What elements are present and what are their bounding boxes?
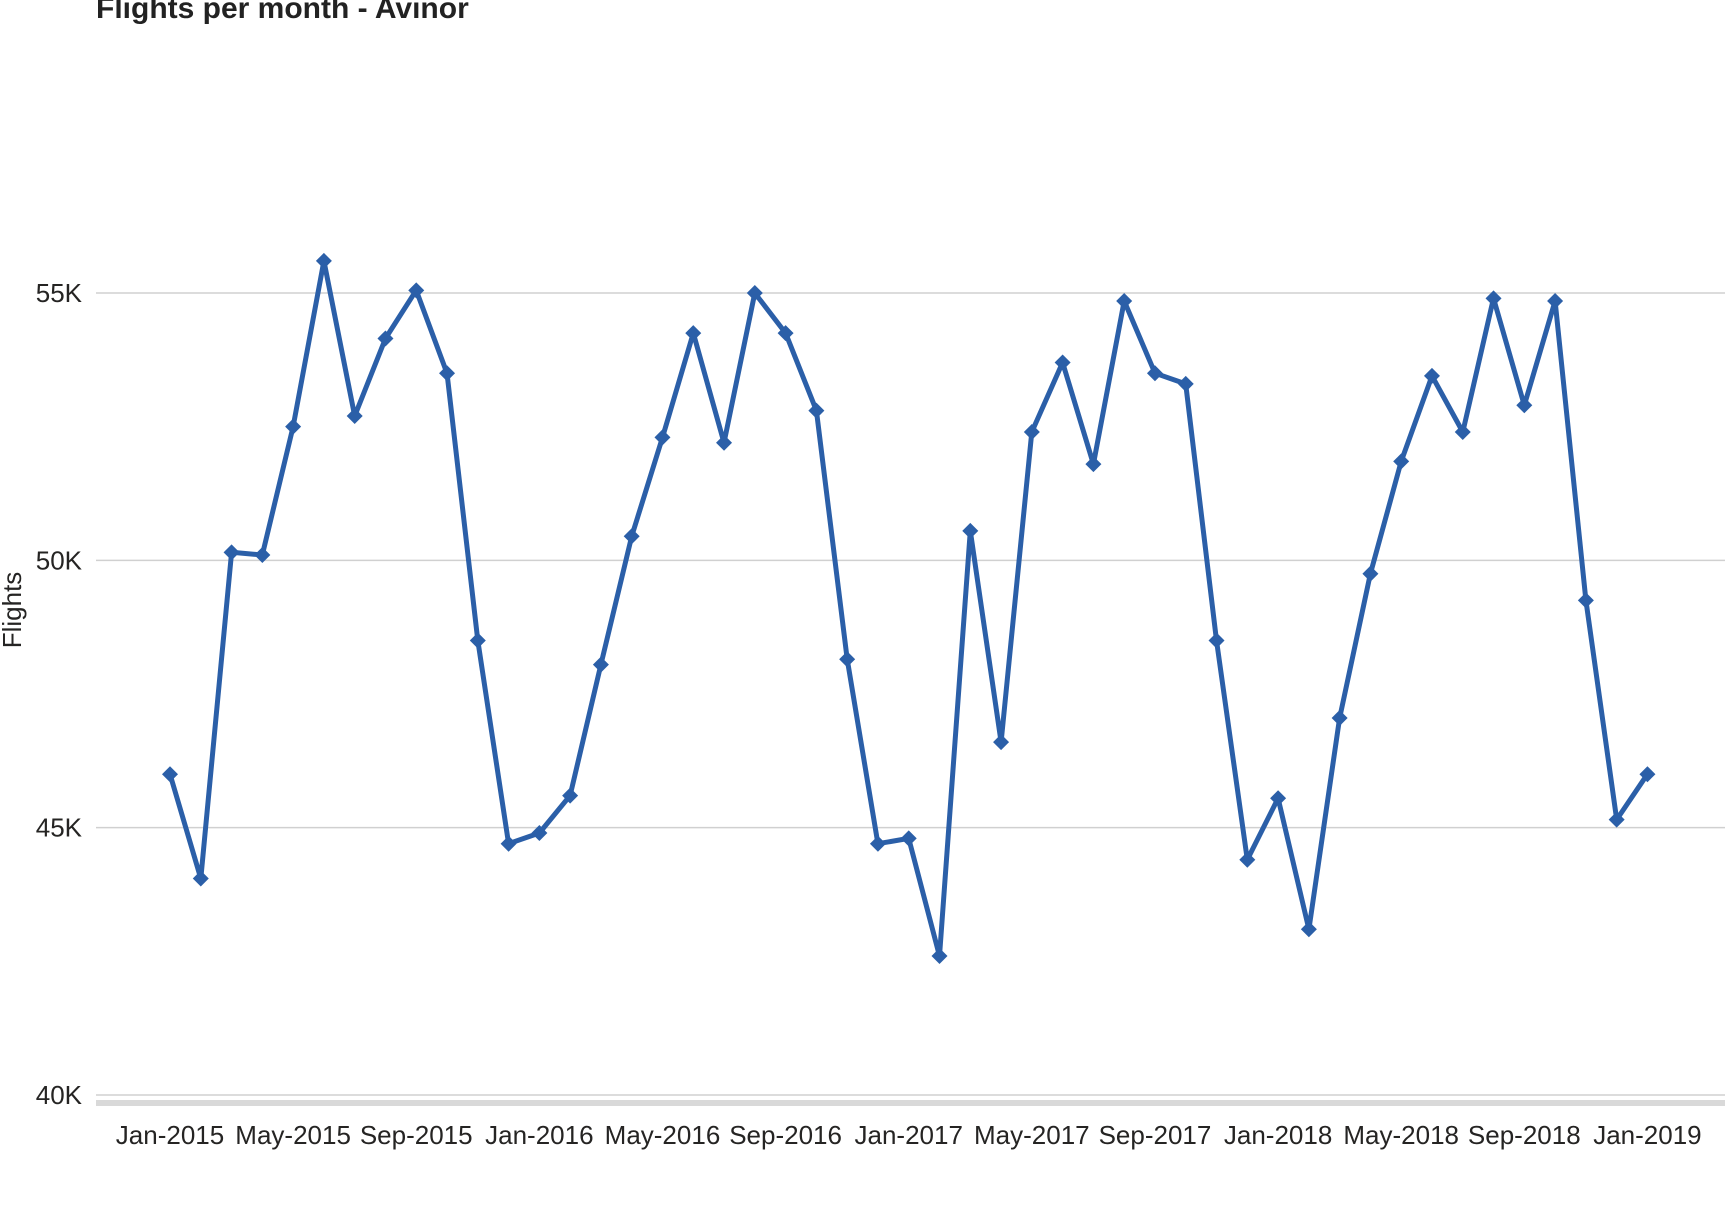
data-point xyxy=(685,325,702,342)
data-point xyxy=(1393,453,1410,470)
data-point xyxy=(962,522,979,539)
data-point xyxy=(1146,365,1163,382)
data-point xyxy=(377,330,394,347)
x-tick-label: Jan-2016 xyxy=(485,1120,593,1150)
data-point xyxy=(1208,632,1225,649)
data-point xyxy=(285,418,302,435)
x-tick-label: Sep-2016 xyxy=(729,1120,842,1150)
data-point xyxy=(254,546,271,563)
data-point xyxy=(777,325,794,342)
y-axis-ticks: 40K 45K 50K 55K xyxy=(36,278,83,1110)
data-point xyxy=(993,734,1010,751)
data-point xyxy=(1116,293,1133,310)
data-point xyxy=(562,787,579,804)
y-tick-label: 50K xyxy=(36,545,83,575)
data-point xyxy=(931,947,948,964)
data-point xyxy=(1239,851,1256,868)
data-point xyxy=(592,656,609,673)
y-tick-label: 45K xyxy=(36,813,83,843)
data-point xyxy=(531,825,548,842)
data-point xyxy=(162,766,178,783)
y-tick-label: 55K xyxy=(36,278,83,308)
data-point xyxy=(1485,290,1502,307)
x-axis-ticks: Jan-2015 May-2015 Sep-2015 Jan-2016 May-2016… xyxy=(116,1120,1702,1150)
data-point xyxy=(623,528,640,545)
data-point xyxy=(469,632,486,649)
data-point xyxy=(1639,766,1656,783)
data-point xyxy=(1608,811,1625,828)
x-tick-label: Jan-2018 xyxy=(1224,1120,1332,1150)
data-point xyxy=(869,835,886,852)
data-point xyxy=(1054,354,1071,371)
x-tick-label: May-2017 xyxy=(974,1120,1090,1150)
data-point xyxy=(1454,424,1471,441)
data-point xyxy=(408,282,425,299)
y-axis-title: Flights xyxy=(0,572,27,649)
data-point xyxy=(900,830,917,847)
series-line xyxy=(167,258,1650,959)
data-point xyxy=(1516,397,1533,414)
data-point xyxy=(500,835,517,852)
x-tick-label: Sep-2015 xyxy=(360,1120,473,1150)
data-point xyxy=(192,870,209,887)
x-tick-label: May-2018 xyxy=(1343,1120,1459,1150)
data-point xyxy=(1577,592,1594,609)
chart-title: Flights per month - Avinor xyxy=(96,0,469,25)
data-point xyxy=(1547,293,1564,310)
x-tick-label: Jan-2015 xyxy=(116,1120,224,1150)
data-point xyxy=(1331,710,1348,727)
x-tick-label: May-2015 xyxy=(235,1120,351,1150)
data-point xyxy=(654,429,671,446)
data-point xyxy=(746,285,763,301)
data-point xyxy=(1423,367,1440,384)
x-tick-label: Jan-2017 xyxy=(855,1120,963,1150)
gridlines xyxy=(96,292,1725,1106)
x-axis-baseline xyxy=(96,1100,1725,1106)
x-tick-label: Jan-2019 xyxy=(1593,1120,1701,1150)
data-point xyxy=(1085,456,1102,473)
data-point xyxy=(1270,790,1287,807)
data-point xyxy=(1177,375,1194,392)
data-point xyxy=(439,365,456,382)
data-point xyxy=(1362,565,1379,582)
data-point xyxy=(315,252,332,269)
data-point xyxy=(1300,921,1317,938)
x-tick-label: May-2016 xyxy=(605,1120,721,1150)
y-tick-label: 40K xyxy=(36,1080,83,1110)
data-point xyxy=(716,434,733,451)
series-layer xyxy=(162,252,1656,964)
data-point xyxy=(839,651,856,668)
data-point xyxy=(223,544,240,561)
x-tick-label: Sep-2018 xyxy=(1468,1120,1581,1150)
data-point xyxy=(1023,424,1040,441)
data-point xyxy=(808,402,825,419)
x-tick-label: Sep-2017 xyxy=(1099,1120,1212,1150)
data-point xyxy=(346,407,363,424)
